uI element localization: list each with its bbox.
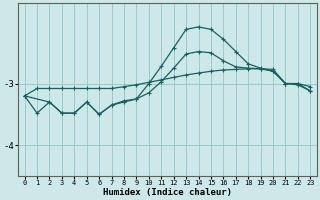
X-axis label: Humidex (Indice chaleur): Humidex (Indice chaleur)	[103, 188, 232, 197]
